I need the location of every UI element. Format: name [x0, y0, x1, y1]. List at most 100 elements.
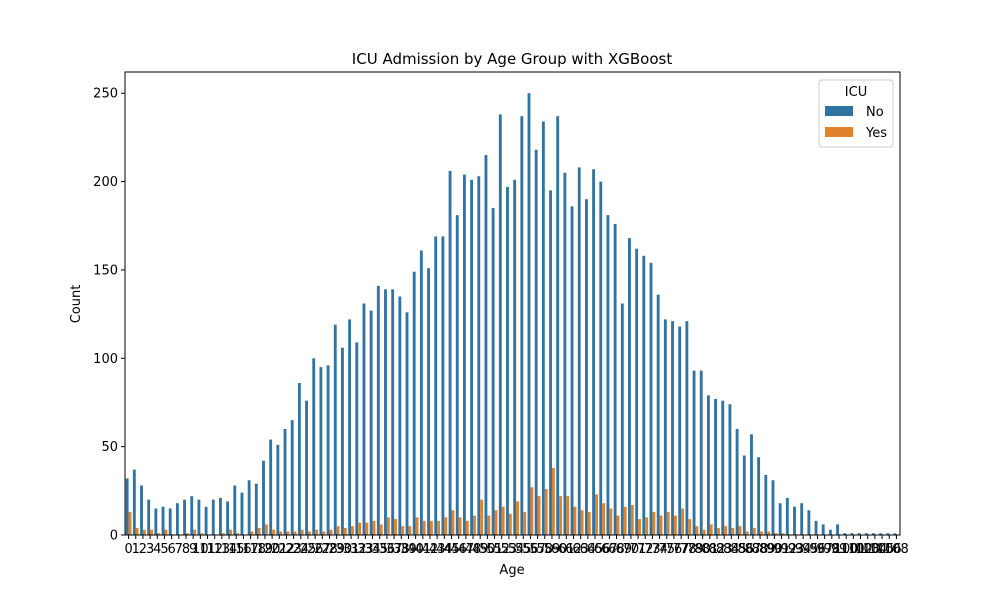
bar-yes-36	[386, 517, 390, 535]
x-tick-label: 42	[422, 542, 439, 557]
bar-no-88	[757, 457, 761, 535]
bar-no-30	[341, 347, 344, 535]
bar-yes-18	[257, 527, 261, 535]
x-tick-label: 52	[493, 542, 510, 557]
x-tick-label: 23	[285, 542, 302, 557]
bar-no-28	[326, 365, 330, 535]
x-tick-label: 22	[278, 542, 295, 557]
bar-no-8	[183, 499, 186, 535]
bar-no-18	[254, 483, 258, 535]
x-tick-label: 65	[587, 542, 604, 557]
bar-no-58	[541, 121, 545, 535]
x-tick-label: 9	[189, 542, 197, 557]
y-tick-label: 250	[93, 87, 118, 102]
x-tick-label: 46	[450, 542, 467, 557]
x-tick-label: 27	[314, 542, 331, 557]
x-tick-label: 74	[651, 542, 668, 557]
x-tick-label: 70	[623, 542, 640, 557]
bar-no-3	[147, 499, 151, 535]
bar-no-54	[513, 179, 517, 536]
y-tick-label: 200	[93, 175, 118, 190]
y-axis-label: Count	[69, 285, 84, 324]
bar-yes-3	[150, 529, 153, 535]
bar-no-51	[491, 208, 495, 535]
bar-yes-9	[193, 529, 197, 535]
bar-yes-70	[630, 504, 634, 535]
bar-yes-71	[638, 519, 641, 535]
bar-yes-40	[415, 517, 419, 535]
bar-no-43	[434, 236, 438, 535]
bar-no-64	[584, 199, 588, 536]
x-tick-label: 14	[221, 542, 238, 557]
bar-no-63	[577, 167, 581, 535]
bar-yes-82	[717, 527, 720, 535]
bar-yes-28	[329, 529, 333, 535]
x-tick-label: 25	[300, 542, 317, 557]
x-tick-label: 63	[572, 542, 589, 557]
bar-no-76	[671, 321, 674, 535]
plot-frame	[124, 71, 901, 536]
x-tick-label: 77	[673, 542, 690, 557]
bar-yes-85	[738, 526, 742, 535]
x-tick-label: 83	[716, 542, 733, 557]
bar-no-55	[520, 116, 524, 536]
x-tick-label: 75	[659, 542, 676, 557]
x-tick-label: 40	[407, 542, 424, 557]
x-tick-label: 89	[759, 542, 776, 557]
bar-yes-22	[286, 531, 290, 535]
bar-no-21	[276, 444, 280, 535]
bar-yes-25	[307, 531, 311, 535]
chart-title: ICU Admission by Age Group with XGBoost	[352, 50, 673, 68]
x-tick-label: 56	[522, 542, 539, 557]
bar-yes-65	[595, 494, 598, 535]
x-tick-label: 102	[848, 542, 873, 557]
x-tick-label: 1	[132, 542, 140, 557]
bar-no-70	[628, 238, 631, 536]
bar-no-59	[549, 190, 552, 535]
bar-no-60	[556, 116, 560, 536]
x-tick-label: 18	[249, 542, 266, 557]
bar-yes-53	[508, 513, 512, 535]
bar-no-80	[699, 370, 703, 535]
bar-yes-68	[616, 515, 620, 535]
bar-no-4	[154, 508, 158, 535]
bar-yes-38	[401, 526, 405, 535]
bar-yes-42	[429, 520, 433, 535]
bar-yes-60	[559, 496, 563, 535]
bar-yes-52	[501, 506, 505, 535]
bar-no-29	[333, 324, 337, 535]
x-axis-label: Age	[499, 563, 524, 578]
x-tick-label: 21	[271, 542, 288, 557]
bar-yes-78	[688, 519, 692, 535]
bar-no-42	[427, 268, 430, 535]
x-tick-label: 11	[199, 542, 216, 557]
x-tick-label: 80	[694, 542, 711, 557]
bar-yes-1	[135, 527, 139, 535]
x-tick-label: 98	[824, 542, 841, 557]
x-tick-label: 108	[884, 542, 909, 557]
legend-label-no: No	[866, 105, 884, 120]
bar-yes-23	[293, 531, 297, 535]
x-tick-label: 30	[336, 542, 353, 557]
bar-no-65	[592, 169, 596, 535]
bar-yes-58	[544, 489, 548, 535]
x-tick-label: 82	[709, 542, 726, 557]
bar-yes-14	[229, 529, 232, 535]
x-tick-label: 101	[841, 542, 866, 557]
x-tick-label: 35	[371, 542, 388, 557]
bar-no-48	[470, 179, 474, 536]
x-tick-label: 86	[737, 542, 754, 557]
bar-no-105	[879, 533, 883, 535]
bar-no-99	[836, 524, 839, 535]
bar-yes-34	[372, 520, 376, 535]
bar-yes-90	[774, 533, 778, 535]
bar-yes-37	[394, 519, 397, 535]
bar-no-69	[620, 303, 624, 535]
x-tick-label: 97	[816, 542, 833, 557]
x-tick-label: 19	[257, 542, 274, 557]
x-tick-label: 95	[802, 542, 819, 557]
bar-no-75	[663, 319, 667, 535]
legend-swatch-yes	[825, 127, 853, 137]
bar-yes-67	[609, 508, 613, 535]
x-tick-label: 50	[479, 542, 496, 557]
